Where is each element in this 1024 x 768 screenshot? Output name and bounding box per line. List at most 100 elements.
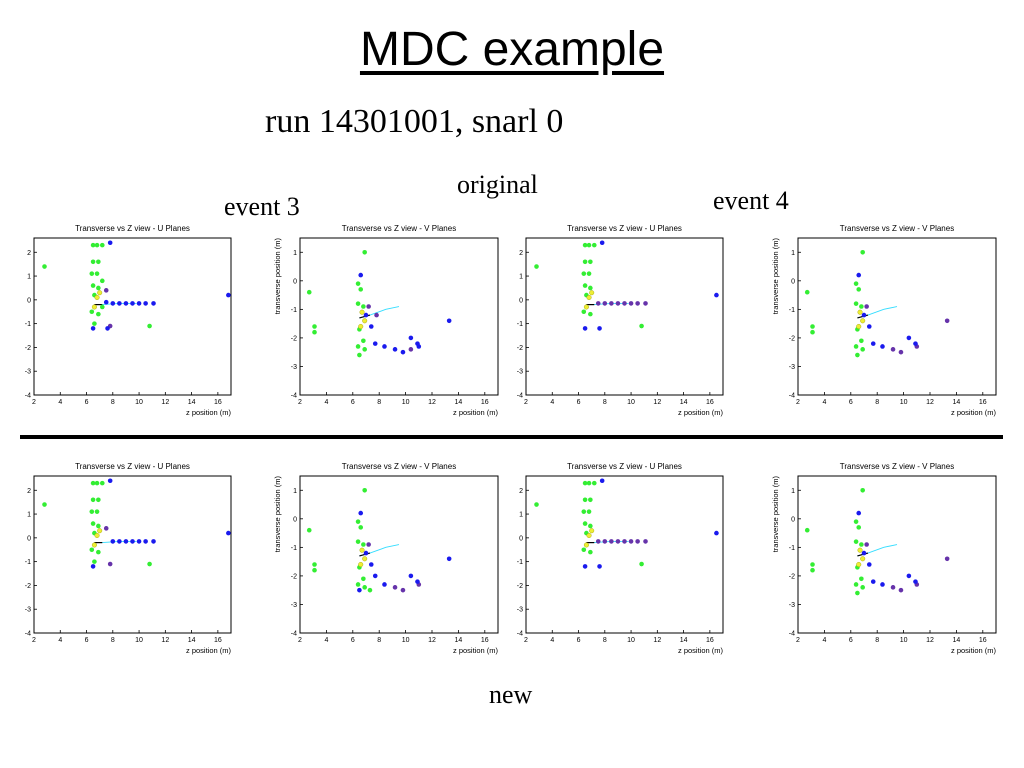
y-tick-label: -4 [789,631,795,638]
x-tick-label: 8 [603,637,607,644]
x-axis-label: z position (m) [453,646,499,655]
hit-point-purple [864,304,869,309]
hit-point-green [99,242,105,248]
hit-point-green [361,576,366,582]
hit-point-purple [615,539,621,544]
hit-point-green [582,259,588,265]
hit-point-blue [382,344,387,349]
hit-point-yellow [860,556,866,562]
hit-point-yellow [583,542,589,548]
y-tick-label: -1 [517,559,523,566]
hit-point-blue [357,587,362,593]
plot-title: Transverse vs Z view - U Planes [567,462,682,471]
y-tick-label: 1 [293,250,297,257]
x-axis-label: z position (m) [951,646,997,655]
hit-point-blue [408,573,414,579]
hit-point-green [586,242,592,248]
x-tick-label: 6 [85,399,89,406]
hit-point-green [89,509,95,514]
hit-point-green [853,519,859,524]
label-event-3: event 3 [224,192,300,221]
y-tick-label: -2 [25,583,31,590]
hit-point-green [90,497,96,503]
hit-point-green [361,304,366,309]
hit-point-yellow [857,309,863,315]
hit-point-blue [408,335,414,341]
x-tick-label: 14 [680,399,688,406]
y-tick-label: -3 [517,369,523,376]
hit-point-green [804,289,810,295]
hit-point-blue [372,341,378,346]
hit-point-green [853,344,859,349]
y-tick-label: 0 [791,278,795,285]
hit-point-green [855,590,860,596]
x-axis-label: z position (m) [186,408,232,417]
hit-point-purple [103,288,109,293]
hit-point-yellow [857,547,863,553]
hit-point-green [312,324,317,329]
hit-point-green [860,249,865,255]
hit-point-blue [880,582,885,587]
y-tick-label: -3 [517,607,523,614]
hit-point-yellow [94,294,100,300]
plot-frame [797,475,997,634]
hit-point-purple [898,587,904,593]
hit-point-green [581,547,587,553]
x-tick-label: 10 [402,399,410,406]
hit-point-blue [368,324,374,329]
hit-point-purple [408,347,414,352]
hit-point-blue [861,312,867,318]
hit-point-yellow [358,323,364,329]
hit-point-blue [363,312,369,318]
hit-point-green [362,487,367,493]
hit-point-green [534,264,539,269]
hit-point-blue [90,326,96,331]
hit-point-yellow [94,532,100,538]
y-axis-label: transverse position (m) [273,238,282,315]
y-tick-label: 1 [27,512,31,519]
x-tick-label: 10 [900,399,908,406]
y-tick-label: -1 [517,321,523,328]
y-tick-label: -4 [291,631,297,638]
y-tick-label: 0 [519,297,523,304]
hit-point-green [358,525,364,530]
y-tick-label: -2 [517,345,523,352]
hit-point-green [92,559,97,564]
x-tick-label: 12 [428,637,436,644]
y-tick-label: 0 [27,297,31,304]
plot-title: Transverse vs Z view - V Planes [840,462,954,471]
y-tick-label: -4 [25,393,31,400]
y-tick-label: 1 [519,512,523,519]
y-tick-label: -1 [25,559,31,566]
hit-point-purple [643,539,648,544]
hit-point-purple [366,542,371,547]
y-tick-label: -4 [517,631,523,638]
hit-point-green [582,283,588,288]
y-axis-label: transverse position (m) [771,476,780,553]
hit-point-yellow [97,528,103,534]
plot-title: Transverse vs Z view - V Planes [840,224,954,233]
y-tick-label: 0 [27,535,31,542]
hit-point-green [581,509,587,514]
hit-point-yellow [362,318,368,324]
hit-point-green [357,352,362,358]
x-tick-label: 2 [524,399,528,406]
x-tick-label: 16 [706,399,714,406]
hit-point-blue [136,301,142,306]
hit-point-blue [866,324,872,329]
y-tick-label: 1 [791,250,795,257]
hit-point-green [582,497,588,503]
hit-point-purple [622,539,627,544]
hit-point-green [859,338,864,344]
hit-point-green [99,304,105,310]
x-axis-label: z position (m) [453,408,499,417]
x-tick-label: 6 [849,399,853,406]
x-tick-label: 2 [524,637,528,644]
y-tick-label: -1 [789,545,795,552]
hit-point-blue [415,579,420,584]
hit-point-purple [615,301,621,306]
hit-point-purple [890,585,896,590]
hit-point-purple [595,301,601,306]
